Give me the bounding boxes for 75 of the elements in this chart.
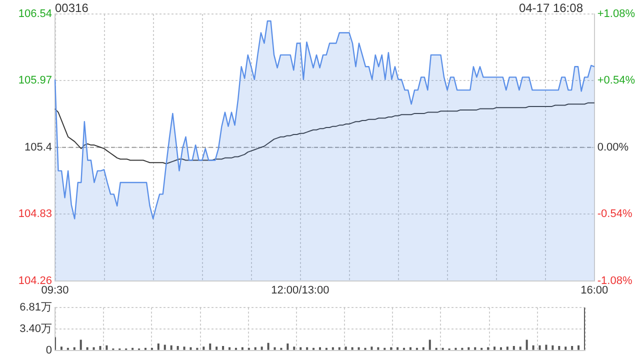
bar (512, 346, 515, 350)
bar (545, 344, 548, 350)
bar (358, 347, 360, 350)
bar (99, 346, 102, 350)
y-tick-label: 0 (46, 344, 52, 356)
bar (396, 347, 399, 350)
bar (578, 345, 580, 350)
y-tick-label: 105.97 (18, 74, 52, 87)
bar (377, 347, 380, 350)
bar (183, 346, 186, 350)
bar (344, 346, 347, 350)
bar (170, 345, 172, 350)
bar (267, 342, 270, 350)
x-tick-label: 12:00/13:00 (271, 284, 330, 296)
bar (319, 347, 321, 350)
bar (558, 346, 560, 350)
bar (332, 347, 334, 350)
bar (209, 343, 212, 350)
bar (73, 347, 76, 350)
bar (216, 346, 218, 350)
y2-tick-label: -0.54% (597, 208, 632, 220)
bar (390, 347, 392, 350)
y2-tick-label: +0.54% (597, 74, 636, 87)
bar (92, 347, 95, 350)
bar (241, 347, 244, 350)
bar (254, 347, 256, 350)
bar (300, 347, 302, 350)
y-tick-label: 105.4 (24, 141, 52, 154)
bar (222, 346, 224, 350)
x-tick-label: 09:30 (41, 284, 69, 296)
bar (60, 346, 62, 350)
chart-title: 00316 (55, 1, 88, 15)
y-tick-label: 104.26 (18, 274, 52, 287)
bar (571, 346, 574, 350)
y-tick-label: 3.40万 (20, 323, 52, 336)
bar (370, 346, 373, 350)
bar (538, 345, 541, 350)
bar (338, 347, 340, 350)
chart-subtitle: 04-17 16:08 (518, 1, 583, 15)
y2-tick-label: +1.08% (597, 8, 636, 20)
bar (286, 343, 289, 350)
bar (519, 346, 522, 350)
bar (86, 347, 88, 350)
y-tick-label: 6.81万 (20, 302, 52, 314)
bar (164, 344, 166, 350)
bar (260, 346, 263, 350)
y2-tick-label: 0.00% (597, 141, 629, 154)
y2-tick-label: -1.08% (597, 274, 632, 287)
bar (157, 343, 160, 350)
bar (564, 346, 567, 350)
bar (202, 346, 205, 350)
bar (468, 347, 470, 350)
bar (428, 340, 431, 350)
bar (306, 347, 308, 350)
y-tick-label: 106.54 (18, 8, 52, 20)
bar (351, 347, 354, 350)
bar (532, 345, 534, 350)
bar (487, 347, 490, 350)
bar (190, 347, 192, 350)
bar (506, 346, 508, 350)
bar (500, 347, 502, 350)
bar (474, 347, 476, 350)
bar (274, 347, 276, 350)
bar (228, 347, 231, 350)
bar (494, 346, 496, 350)
bar (80, 340, 82, 350)
bar (106, 345, 108, 350)
bar (526, 340, 528, 350)
y-tick-label: 104.83 (18, 208, 52, 220)
bar (422, 347, 424, 350)
bar (552, 345, 554, 350)
bar (176, 346, 179, 350)
bar (409, 347, 412, 350)
x-tick-label: 16:00 (580, 284, 608, 296)
bar (293, 346, 296, 350)
